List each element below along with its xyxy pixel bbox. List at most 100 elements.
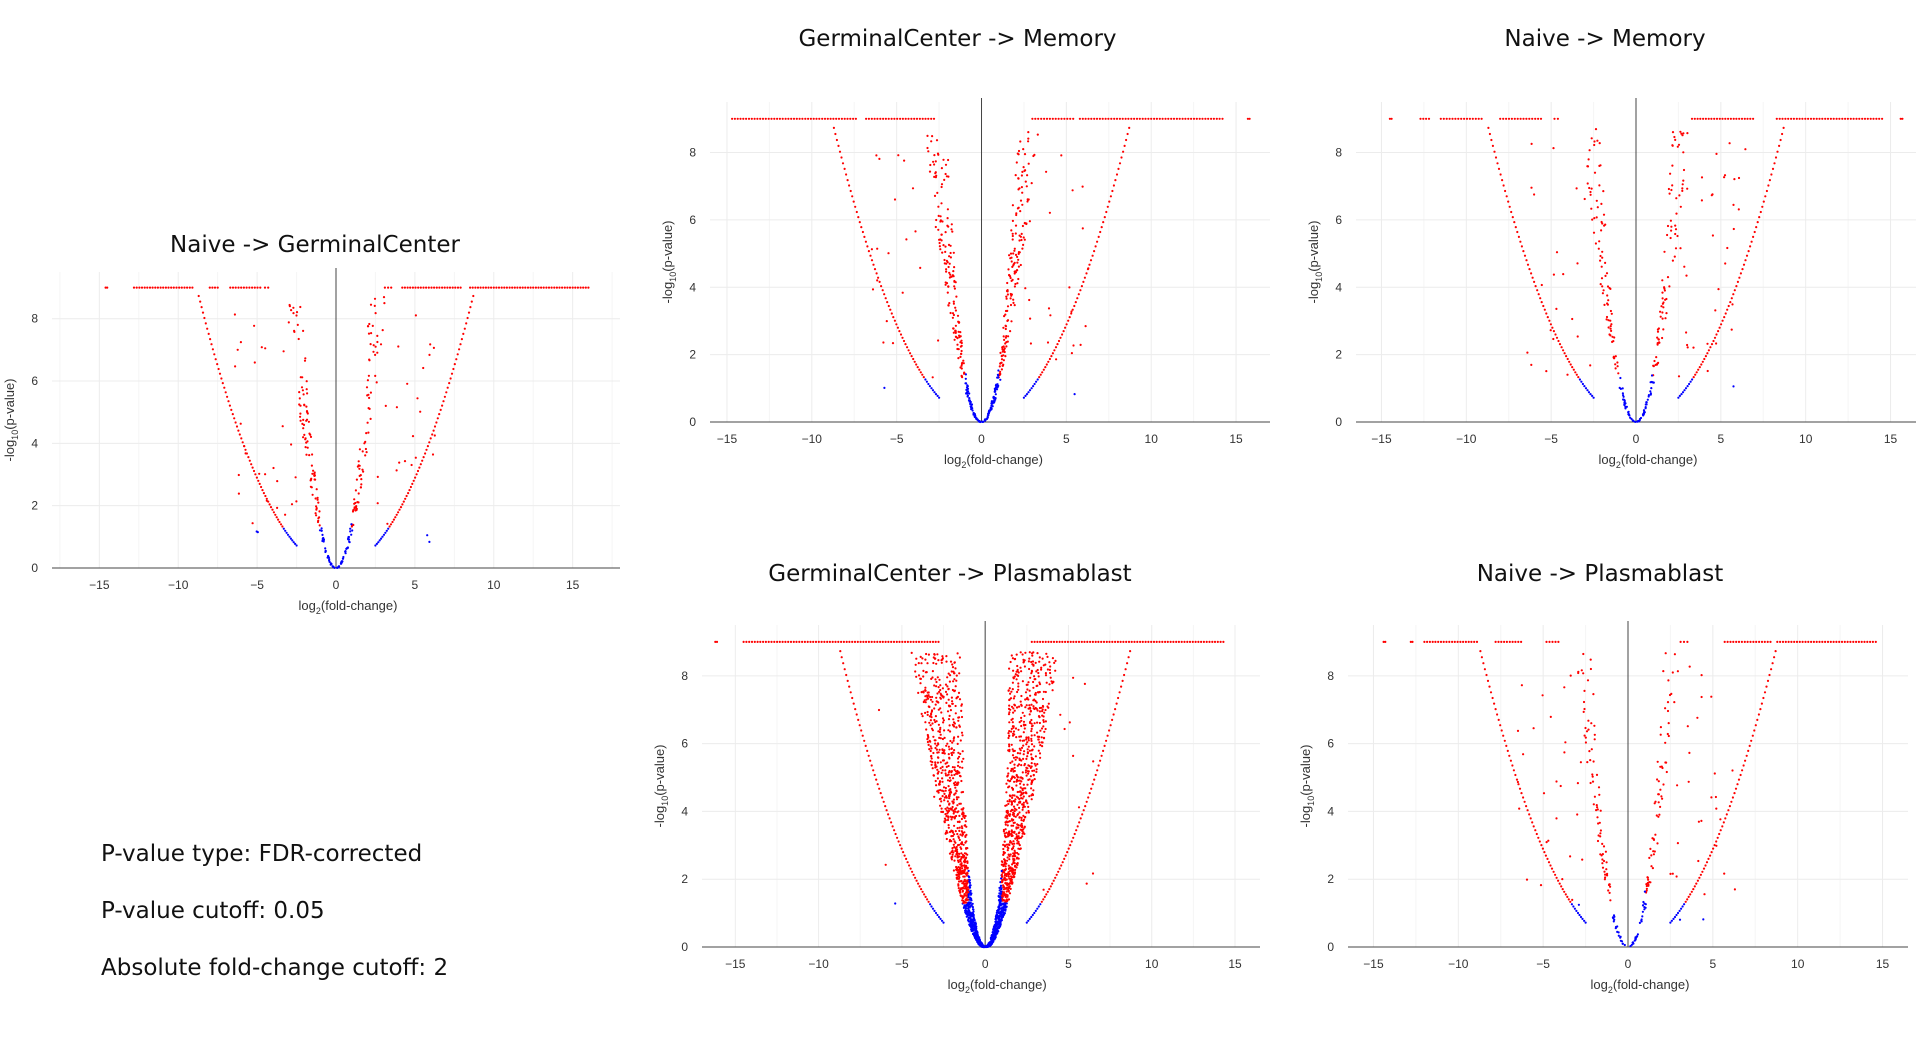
point-significant — [237, 429, 240, 432]
point-capped — [1875, 117, 1878, 120]
point-significant — [1010, 279, 1013, 282]
point-significant — [1671, 671, 1674, 674]
point-capped — [476, 286, 480, 289]
point-capped — [1116, 640, 1119, 643]
point-not-significant — [966, 911, 969, 914]
point-significant — [290, 443, 293, 446]
point-capped — [829, 117, 832, 120]
point-significant — [1613, 336, 1616, 339]
point-significant — [1004, 313, 1007, 316]
point-significant — [1007, 853, 1010, 856]
point-significant — [1005, 341, 1008, 344]
point-significant — [1599, 283, 1602, 286]
point-significant — [935, 685, 938, 688]
point-significant — [934, 225, 937, 229]
point-significant — [1027, 698, 1030, 701]
point-significant — [1033, 678, 1036, 681]
point-capped — [873, 640, 876, 643]
point-not-significant — [1025, 921, 1028, 924]
point-significant — [1571, 366, 1574, 369]
point-significant — [870, 764, 873, 767]
point-not-significant — [1581, 917, 1584, 920]
point-significant — [960, 843, 963, 846]
point-significant — [943, 262, 946, 265]
point-significant — [251, 466, 254, 469]
point-significant — [1008, 711, 1011, 714]
point-significant — [1014, 282, 1017, 286]
point-significant — [1016, 690, 1019, 694]
point-significant — [952, 724, 955, 727]
point-significant — [1033, 675, 1036, 678]
point-significant — [955, 726, 958, 729]
point-capped — [1781, 117, 1784, 120]
point-significant — [1663, 286, 1666, 289]
point-significant — [1017, 674, 1020, 677]
point-significant — [1014, 837, 1017, 840]
point-significant — [1504, 189, 1507, 193]
point-significant — [1006, 767, 1009, 770]
point-significant — [418, 466, 421, 469]
point-significant — [1029, 775, 1032, 778]
point-significant — [954, 667, 957, 670]
point-capped — [1150, 640, 1153, 643]
point-significant — [957, 877, 960, 880]
point-not-significant — [1652, 381, 1655, 384]
point-significant — [1004, 887, 1007, 890]
point-capped — [1033, 640, 1036, 643]
point-not-significant — [1631, 419, 1634, 422]
point-significant — [1656, 330, 1660, 333]
point-significant — [455, 358, 458, 361]
point-significant — [412, 479, 415, 482]
point-capped — [714, 640, 717, 643]
x-tick-label: 15 — [1876, 957, 1890, 971]
point-not-significant — [988, 943, 991, 946]
point-significant — [1768, 179, 1771, 182]
point-significant — [1549, 329, 1552, 332]
point-significant — [953, 736, 956, 739]
point-not-significant — [1691, 378, 1694, 381]
point-significant — [937, 791, 940, 794]
point-capped — [1442, 640, 1445, 643]
point-significant — [1025, 738, 1028, 741]
point-significant — [239, 422, 242, 425]
point-significant — [1602, 845, 1606, 848]
point-significant — [275, 516, 278, 519]
point-significant — [1090, 787, 1093, 790]
point-significant — [1019, 735, 1023, 738]
point-significant — [199, 300, 202, 303]
point-significant — [1587, 158, 1590, 161]
point-capped — [1857, 640, 1860, 643]
point-significant — [1022, 661, 1025, 664]
point-significant — [218, 372, 222, 375]
point-capped — [248, 286, 251, 289]
point-significant — [1109, 724, 1112, 727]
point-significant — [1575, 373, 1578, 376]
point-capped — [132, 286, 136, 289]
point-significant — [1011, 688, 1014, 691]
point-capped — [1494, 640, 1497, 643]
point-significant — [957, 836, 960, 839]
point-capped — [756, 117, 759, 120]
point-significant — [1606, 302, 1609, 305]
point-significant — [1008, 798, 1011, 801]
point-not-significant — [1676, 911, 1680, 915]
point-significant — [893, 198, 897, 201]
point-capped — [448, 286, 452, 289]
point-significant — [271, 508, 274, 511]
point-significant — [1650, 865, 1653, 868]
point-capped — [231, 286, 235, 289]
point-significant — [837, 144, 840, 147]
point-significant — [943, 736, 946, 739]
point-significant — [1690, 890, 1693, 893]
point-significant — [945, 809, 948, 812]
point-significant — [371, 324, 374, 327]
point-significant — [1082, 280, 1085, 283]
point-not-significant — [1589, 393, 1592, 396]
point-significant — [1728, 805, 1731, 808]
point-significant — [1698, 366, 1701, 369]
point-significant — [1012, 697, 1015, 700]
point-significant — [901, 336, 904, 339]
chart-title: Naive -> Memory — [1504, 26, 1706, 52]
point-significant — [306, 411, 309, 414]
point-significant — [1071, 189, 1074, 192]
